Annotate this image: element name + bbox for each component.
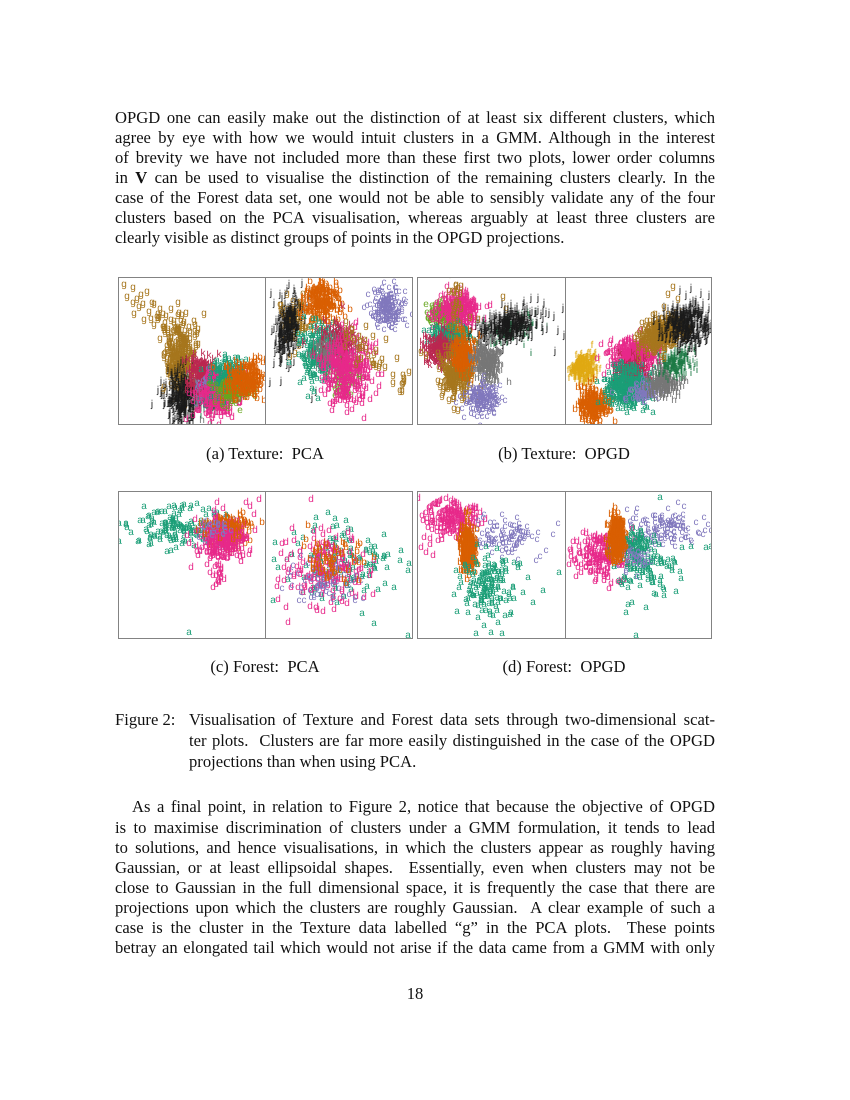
svg-text:cccccccccccccccccccccccccccccc: cccccccccccccccccccccccccccccccccccccccc… (362, 278, 413, 335)
svg-text:ccc: ccc (299, 587, 314, 606)
